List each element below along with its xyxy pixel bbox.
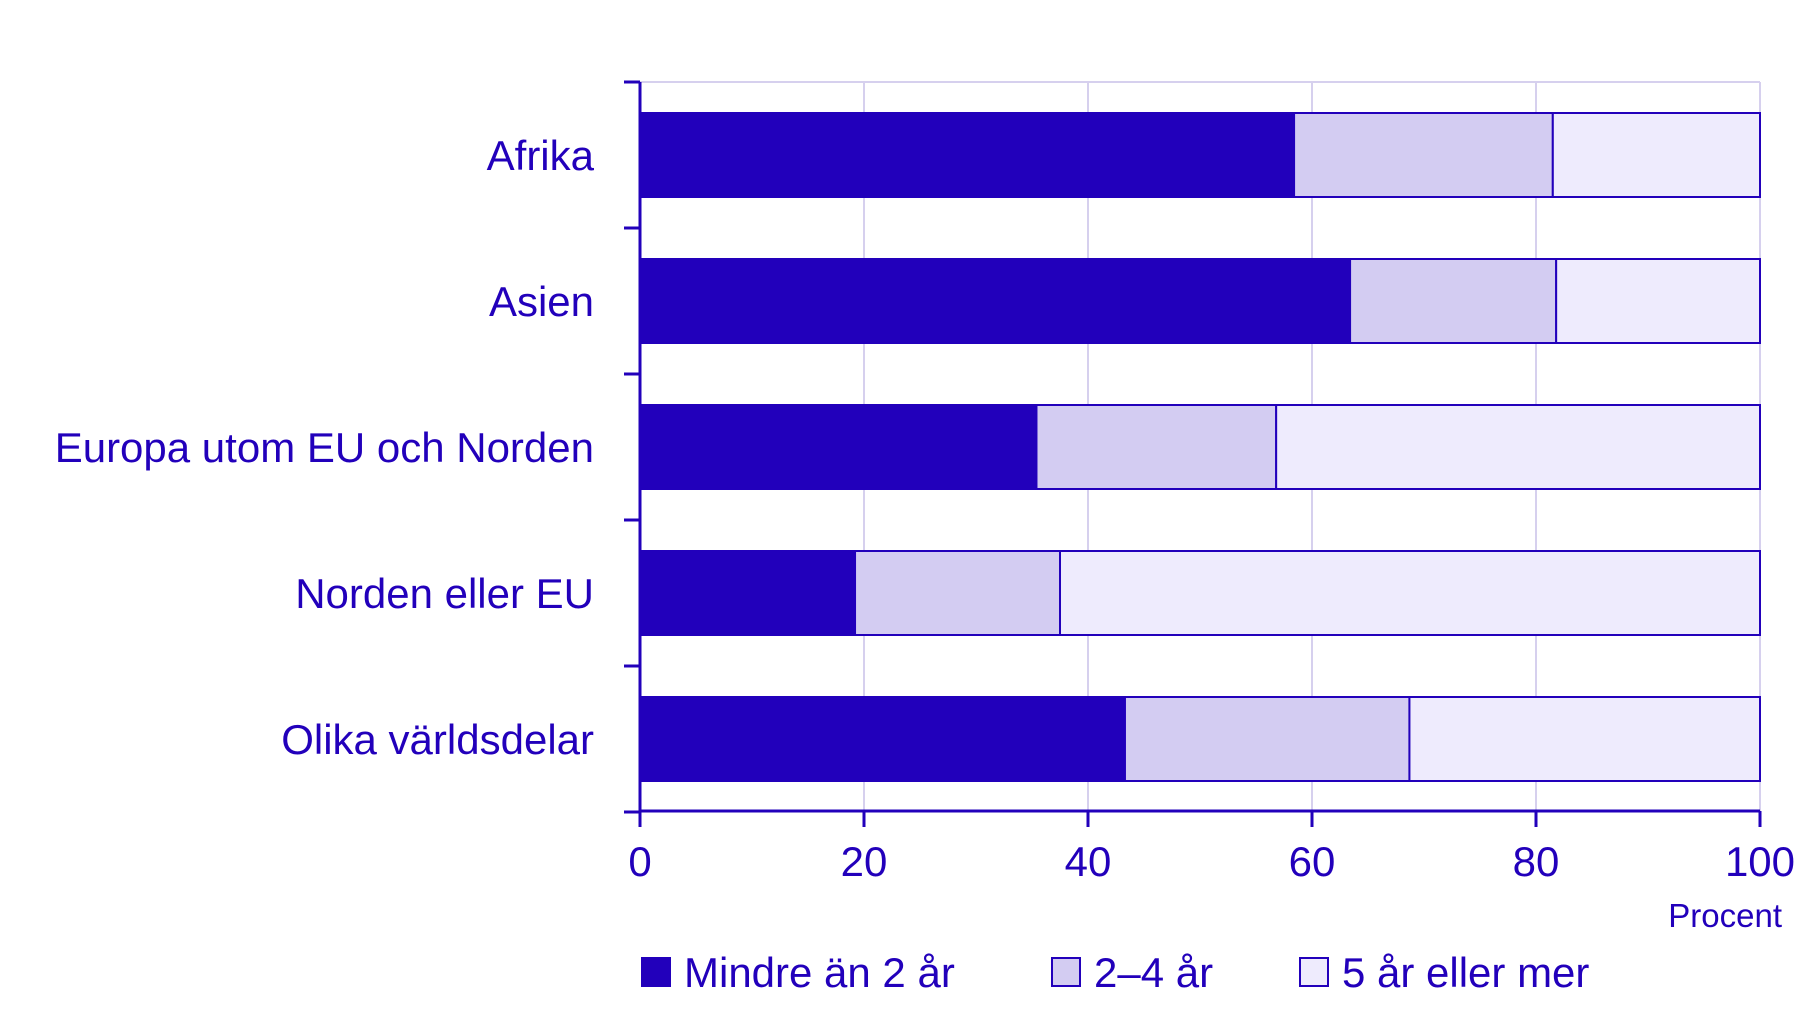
bar-0-series-2 xyxy=(1551,112,1762,198)
bar-3-series-0 xyxy=(639,550,857,636)
bar-4-series-2 xyxy=(1408,696,1761,782)
x-tick-label: 60 xyxy=(1289,838,1336,885)
category-labels: Afrika Asien Europa utom EU och Norden Nord… xyxy=(55,132,595,763)
category-label: Norden eller EU xyxy=(295,570,594,617)
legend-swatch-0 xyxy=(641,957,671,987)
tick-labels: 0 20 40 60 80 100 xyxy=(628,838,1795,885)
x-tick-label: 0 xyxy=(628,838,651,885)
legend-label-1: 2–4 år xyxy=(1094,949,1213,996)
bar-4-series-0 xyxy=(639,696,1126,782)
bar-1-series-1 xyxy=(1349,258,1558,344)
legend-label-0: Mindre än 2 år xyxy=(684,949,955,996)
bar-3-series-1 xyxy=(854,550,1061,636)
bars xyxy=(639,112,1762,782)
bar-0-series-1 xyxy=(1293,112,1554,198)
x-tick-label: 100 xyxy=(1725,838,1795,885)
x-tick-label: 40 xyxy=(1065,838,1112,885)
legend-swatch-1 xyxy=(1051,957,1081,987)
category-label: Afrika xyxy=(487,132,595,179)
legend-label-2: 5 år eller mer xyxy=(1342,949,1589,996)
category-label: Olika världsdelar xyxy=(281,716,594,763)
bar-4-series-1 xyxy=(1123,696,1411,782)
axes xyxy=(624,80,1762,827)
category-label: Asien xyxy=(489,278,594,325)
bar-0-series-0 xyxy=(639,112,1296,198)
category-label: Europa utom EU och Norden xyxy=(55,424,594,471)
bar-2-series-2 xyxy=(1275,404,1762,490)
bar-1-series-0 xyxy=(639,258,1352,344)
x-tick-label: 20 xyxy=(841,838,888,885)
bar-2-series-0 xyxy=(639,404,1038,490)
bar-1-series-2 xyxy=(1555,258,1762,344)
bar-2-series-1 xyxy=(1035,404,1278,490)
bar-3-series-2 xyxy=(1059,550,1761,636)
x-axis-unit-label: Procent xyxy=(1668,897,1782,934)
legend-swatch-2 xyxy=(1299,957,1329,987)
legend: Mindre än 2 år 2–4 år 5 år eller mer xyxy=(641,949,1589,996)
x-tick-label: 80 xyxy=(1513,838,1560,885)
